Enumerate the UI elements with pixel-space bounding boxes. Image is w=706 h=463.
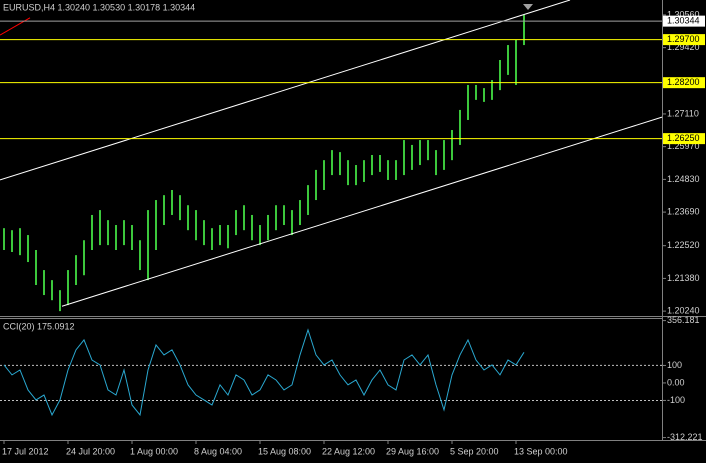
y-tick-label: -312.221 (667, 432, 703, 442)
chart-title: EURUSD,H4 1.30240 1.30530 1.30178 1.3034… (3, 2, 195, 12)
x-tick-label: 22 Aug 12:00 (322, 446, 375, 456)
x-tick-label: 1 Aug 00:00 (130, 446, 178, 456)
y-tick-label: 1.25970 (667, 141, 700, 151)
cci-line (3, 328, 525, 417)
x-tick-label: 15 Aug 08:00 (258, 446, 311, 456)
trendline (0, 0, 571, 181)
x-tick-label: 29 Aug 16:00 (386, 446, 439, 456)
level-label: 1.26250 (667, 133, 700, 143)
y-tick-label: 1.21380 (667, 273, 700, 283)
level-box (663, 34, 705, 46)
price-marker (523, 4, 533, 10)
y-tick-label: 1.20240 (667, 305, 700, 315)
trendline (61, 116, 663, 307)
level-box (663, 77, 705, 89)
level-label: 1.29700 (667, 34, 700, 44)
indicator-title: CCI(20) 175.0912 (3, 321, 75, 331)
y-tick-label: -100 (667, 395, 685, 405)
x-tick-label: 13 Sep 00:00 (514, 446, 568, 456)
level-box (663, 133, 705, 145)
x-tick-label: 24 Jul 20:00 (66, 446, 115, 456)
y-tick-label: 1.22520 (667, 240, 700, 250)
y-tick-label: 100 (667, 360, 682, 370)
x-tick-label: 5 Sep 20:00 (450, 446, 499, 456)
y-tick-label: 1.23690 (667, 206, 700, 216)
y-tick-label: 1.29420 (667, 42, 700, 52)
y-tick-label: 1.27110 (667, 108, 699, 118)
y-tick-label: 1.24830 (667, 174, 700, 184)
level-label: 1.30344 (667, 15, 700, 25)
y-tick-label: 356.181 (667, 315, 700, 325)
y-tick-label: 1.30560 (667, 9, 700, 19)
x-tick-label: 17 Jul 2012 (2, 446, 49, 456)
y-tick-label: 0.00 (667, 377, 685, 387)
level-box (663, 15, 705, 27)
level-label: 1.28200 (667, 77, 700, 87)
x-tick-label: 8 Aug 04:00 (194, 446, 242, 456)
